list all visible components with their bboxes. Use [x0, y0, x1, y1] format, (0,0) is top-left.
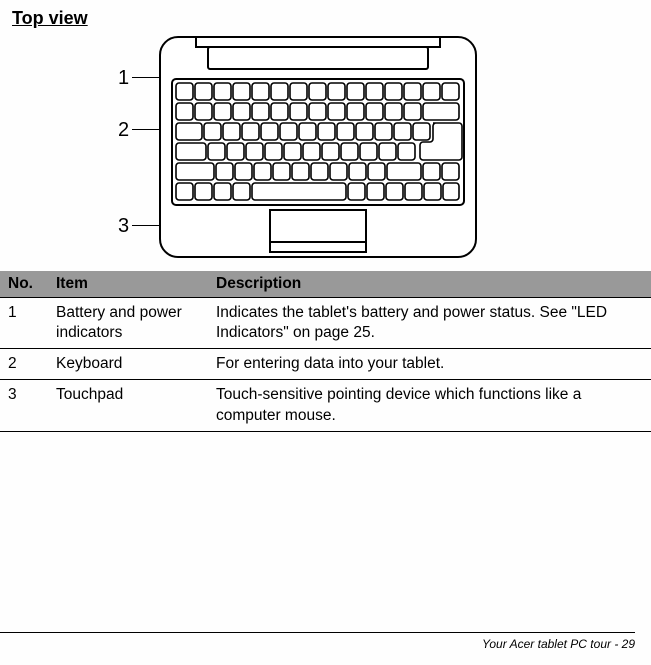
col-header-no: No.	[0, 271, 48, 298]
callout-2-label: 2	[118, 119, 129, 142]
cell-desc: For entering data into your tablet.	[208, 349, 651, 380]
cell-item: Touchpad	[48, 380, 208, 431]
table-row: 3 Touchpad Touch-sensitive pointing devi…	[0, 380, 651, 431]
keyboard-illustration	[158, 35, 478, 260]
components-table: No. Item Description 1 Battery and power…	[0, 271, 651, 432]
table-header-row: No. Item Description	[0, 271, 651, 298]
cell-no: 3	[0, 380, 48, 431]
callout-3-label: 3	[118, 215, 129, 238]
cell-no: 2	[0, 349, 48, 380]
col-header-item: Item	[48, 271, 208, 298]
table-row: 2 Keyboard For entering data into your t…	[0, 349, 651, 380]
cell-desc: Indicates the tablet's battery and power…	[208, 298, 651, 349]
cell-desc: Touch-sensitive pointing device which fu…	[208, 380, 651, 431]
top-view-diagram: 1 2 3	[0, 35, 651, 263]
callout-1-label: 1	[118, 67, 129, 90]
cell-no: 1	[0, 298, 48, 349]
section-heading: Top view	[0, 0, 651, 29]
cell-item: Battery and power indicators	[48, 298, 208, 349]
cell-item: Keyboard	[48, 349, 208, 380]
table-row: 1 Battery and power indicators Indicates…	[0, 298, 651, 349]
page-footer: Your Acer tablet PC tour - 29	[0, 632, 635, 651]
col-header-desc: Description	[208, 271, 651, 298]
